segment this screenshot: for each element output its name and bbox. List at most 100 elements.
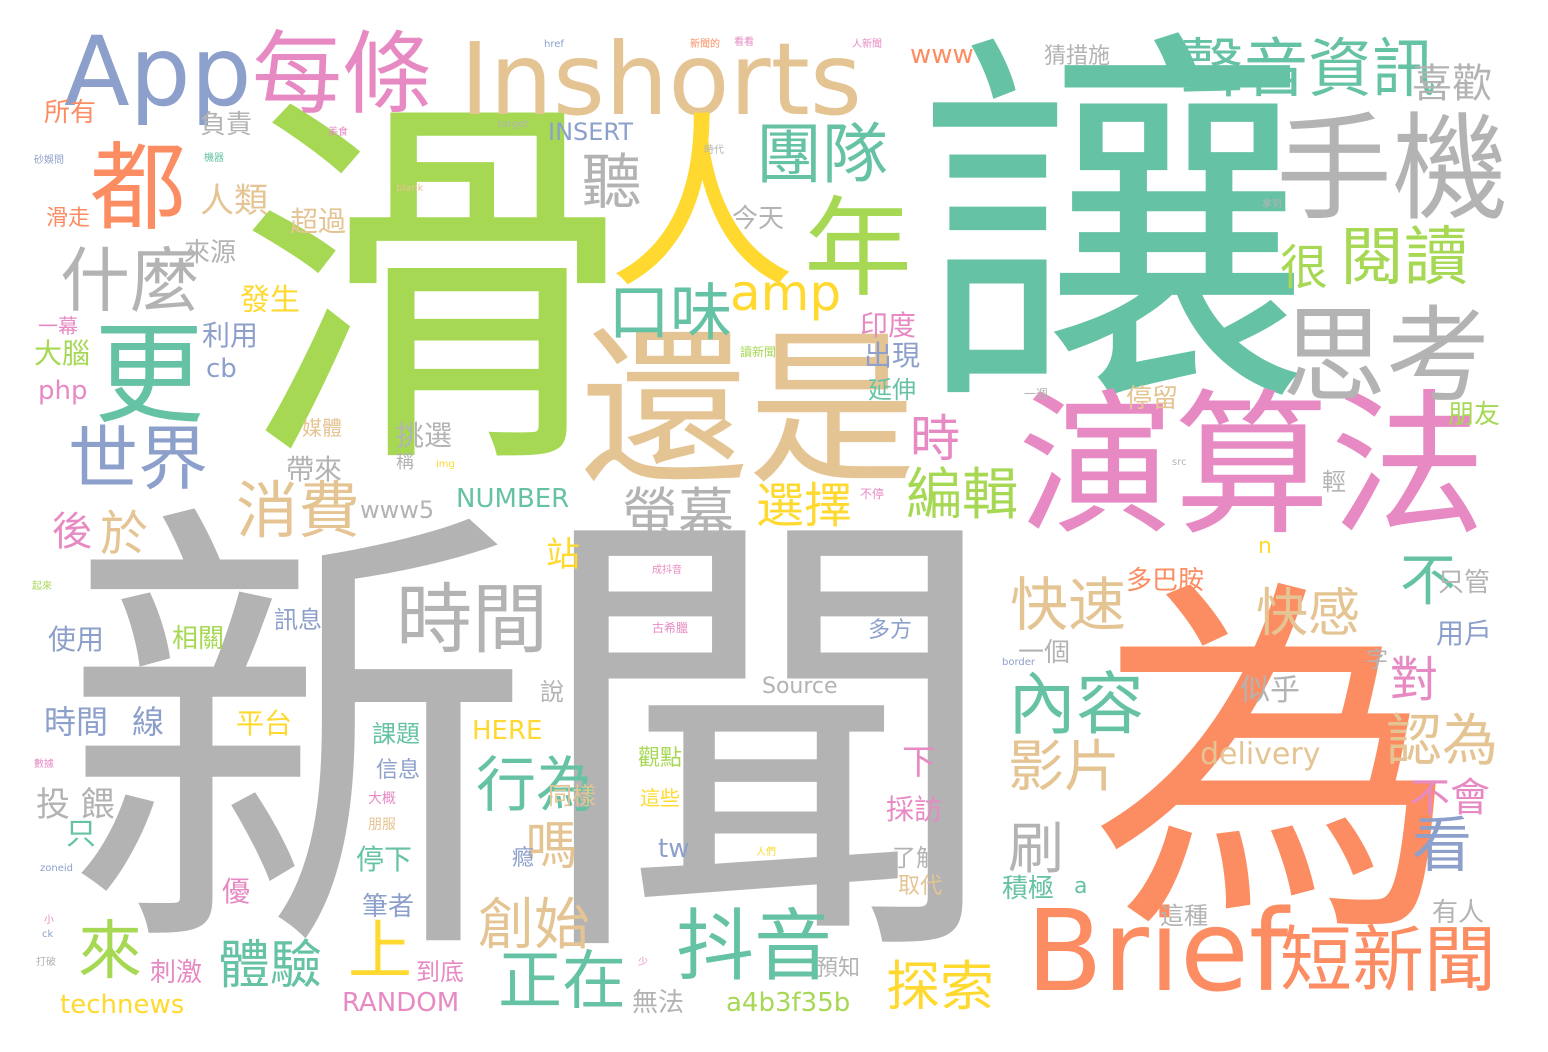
cloud-word: 投 餵 [36, 785, 115, 825]
cloud-word: 信息 [376, 758, 421, 783]
cloud-word: 古希臘 [652, 621, 689, 635]
cloud-word: 人們 [756, 847, 776, 858]
cloud-word: 喜歡 [1412, 61, 1492, 107]
cloud-word: 猜措施 [1044, 44, 1111, 69]
cloud-word: 說 [540, 678, 564, 706]
cloud-word: 來 [78, 915, 142, 989]
cloud-word: 抖音 [676, 902, 833, 992]
cloud-word: NUMBER [456, 484, 570, 514]
cloud-word: HERE [472, 716, 543, 746]
cloud-word: 快感 [1256, 584, 1361, 644]
cloud-word: 拿到 [1262, 199, 1282, 210]
cloud-word: 選擇 [756, 478, 853, 534]
cloud-word: 這種 [1160, 902, 1208, 930]
cloud-word: 團隊 [756, 116, 888, 193]
cloud-word: www [910, 40, 974, 70]
cloud-word: 朋服 [368, 817, 396, 833]
cloud-word: 優 [222, 875, 251, 908]
cloud-word: 人類 [200, 181, 268, 221]
cloud-word: 嗎 [516, 818, 576, 870]
cloud-word: 正在 [498, 945, 626, 1019]
cloud-word: www5 [360, 496, 435, 524]
cloud-word: 一週 [1024, 387, 1049, 401]
cloud-word: 思考 [1282, 295, 1491, 417]
cloud-word: 採訪 [886, 793, 943, 826]
cloud-word: 無法 [632, 988, 685, 1018]
cloud-word: 到底 [416, 958, 464, 986]
cloud-word: 下 [902, 743, 936, 783]
cloud-word: 於 [100, 506, 149, 562]
cloud-word: ck [42, 929, 54, 940]
cloud-word: 媒體 [302, 416, 342, 440]
cloud-word: 訊息 [274, 606, 322, 634]
cloud-word: 負責 [200, 110, 253, 140]
cloud-word: 使用 [48, 623, 105, 656]
cloud-word: 小 [44, 915, 54, 926]
cloud-word: border [1002, 657, 1036, 668]
cloud-word: App [64, 16, 252, 128]
cloud-word: 很 [1280, 240, 1329, 296]
cloud-word: 新聞的 [690, 39, 720, 50]
cloud-word: 手機 [1276, 102, 1508, 237]
cloud-word: 行為 [476, 751, 596, 821]
cloud-word: 一幕 [38, 314, 78, 338]
cloud-word: INSERT [548, 118, 634, 146]
cloud-word: tw [658, 834, 690, 864]
cloud-word: zoneid [40, 863, 73, 874]
cloud-word: 停下 [356, 843, 413, 876]
cloud-word: 閱讀 [1340, 221, 1468, 295]
cloud-word: 時間 [44, 703, 109, 741]
cloud-word: 口味 [608, 276, 733, 349]
cloud-word: 時代 [704, 145, 724, 156]
cloud-word: 讓 [918, 2, 1310, 458]
cloud-word: 印度 [860, 309, 917, 342]
cloud-word: 人 [608, 96, 796, 315]
cloud-word: Inshorts [460, 21, 862, 138]
cloud-word: 世界 [68, 418, 208, 500]
cloud-word: 超過 [290, 205, 347, 238]
cloud-word: 年 [804, 187, 913, 312]
cloud-word: 滑 [236, 64, 624, 516]
cloud-word: 創始 [478, 893, 590, 958]
cloud-word: 看 [1412, 811, 1472, 881]
cloud-word: Source [762, 674, 838, 699]
cloud-word: 為 [1090, 552, 1460, 982]
cloud-word: 站 [546, 535, 580, 575]
cloud-word: 刺激 [150, 958, 203, 988]
cloud-word: 起來 [32, 581, 52, 592]
cloud-word: 瘾 [512, 846, 535, 871]
cloud-word: 不停 [860, 487, 885, 501]
cloud-word: 來源 [184, 238, 237, 268]
cloud-word: 輕 [1322, 468, 1346, 496]
cloud-word: 出現 [864, 339, 921, 372]
cloud-word: amp [730, 264, 842, 322]
cloud-word: 一個 [1018, 638, 1071, 668]
cloud-word: 演算法 [1018, 375, 1486, 557]
cloud-word: 停留 [1126, 384, 1179, 414]
cloud-word: 人新聞 [852, 39, 882, 50]
cloud-word: 螢幕 [622, 483, 734, 548]
cloud-word: 挑選 [396, 419, 453, 452]
cloud-word: RANDOM [342, 988, 460, 1018]
cloud-word: 發生 [240, 283, 300, 318]
cloud-word: a4b3f35b [726, 988, 851, 1018]
cloud-word: 新聞 [62, 469, 1002, 1016]
cloud-word: 取代 [898, 874, 943, 899]
cloud-word: 打破 [36, 957, 56, 968]
cloud-word: 每條 [252, 22, 432, 127]
cloud-word: 相關 [172, 624, 225, 654]
cloud-word: 只 [66, 817, 96, 852]
cloud-word: 觀點 [638, 746, 683, 771]
cloud-word: delivery [1200, 737, 1321, 772]
cloud-word: 所有 [44, 98, 97, 128]
cloud-word: 時間 [396, 575, 548, 664]
cloud-word: 更 [94, 311, 204, 439]
cloud-word: 滑走 [46, 206, 91, 231]
cloud-word: Brief [1026, 887, 1289, 1017]
cloud-word: 大腦 [34, 337, 91, 370]
cloud-word: 後 [52, 509, 92, 555]
cloud-word: 只管 [1438, 568, 1491, 598]
cloud-word: 都 [90, 132, 186, 244]
cloud-word: 預知 [816, 956, 861, 981]
